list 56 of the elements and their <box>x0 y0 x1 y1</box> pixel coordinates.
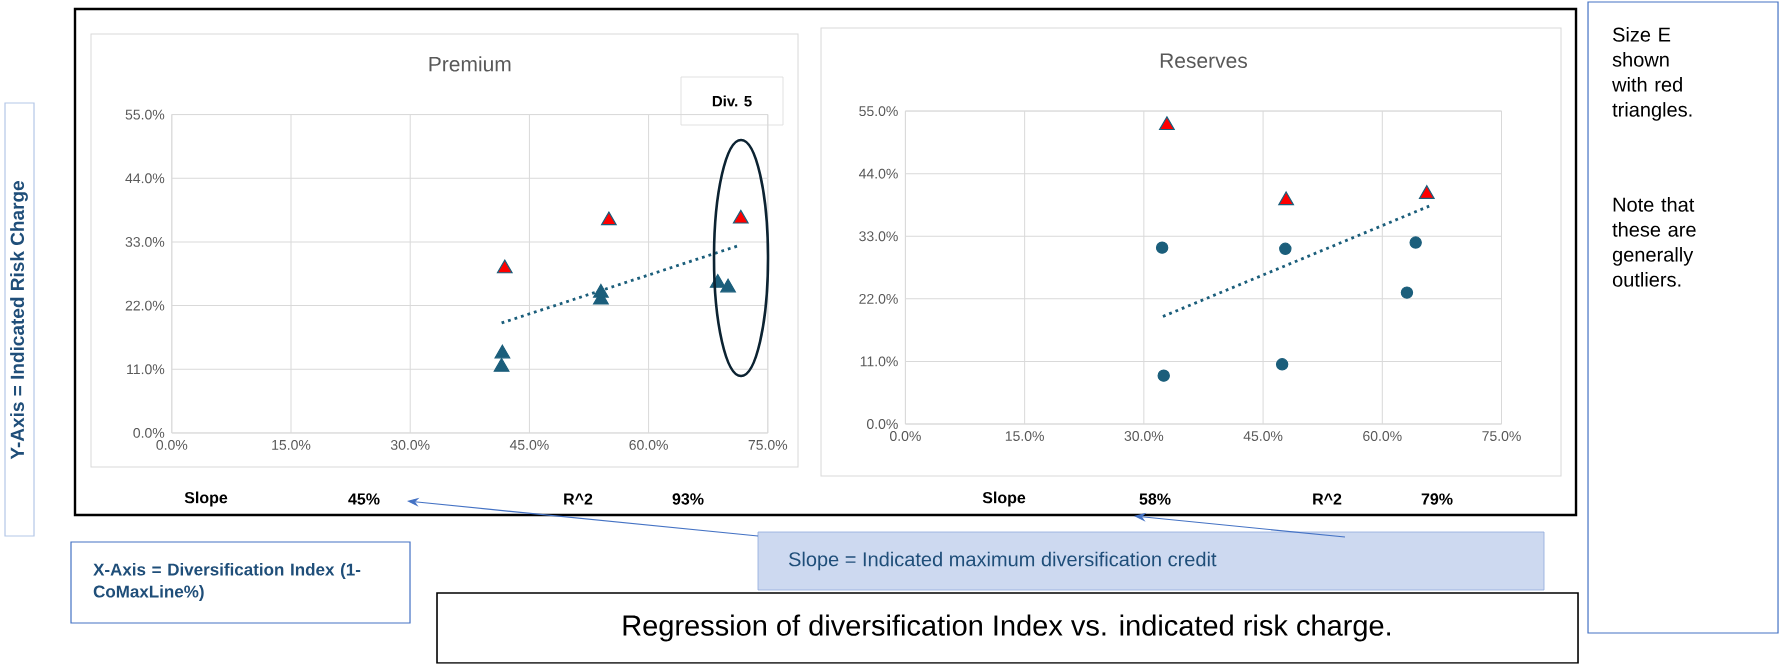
x-tick-label: 0.0% <box>156 440 188 450</box>
text: 79% <box>1421 493 1453 505</box>
x-tick-label: 75.0% <box>748 440 788 450</box>
point <box>1278 191 1294 206</box>
y-tick-label: 55.0% <box>125 109 165 120</box>
y-tick-label: 33.0% <box>125 237 165 247</box>
text: R^2 <box>564 493 593 505</box>
point <box>1279 242 1292 256</box>
y-tick-label: 55.0% <box>859 106 898 117</box>
y-tick-label: 22.0% <box>859 294 898 304</box>
y-tick-label: 33.0% <box>859 231 898 242</box>
x-tick-label: 45.0% <box>509 440 549 450</box>
point <box>494 344 511 359</box>
y-axis-title: Y-Axis = Indicated Risk Charge <box>10 181 28 460</box>
text: Slope <box>982 491 1026 507</box>
text: Div. 5 <box>712 95 752 107</box>
point <box>1157 369 1170 382</box>
x-tick-label: 15.0% <box>272 440 311 450</box>
point <box>1418 185 1435 200</box>
text: Size E shown with red triangles. <box>1612 27 1692 121</box>
point <box>1159 116 1175 131</box>
text: Regression of diversification Index vs. indicated risk charge. <box>623 614 1391 642</box>
text: 45% <box>348 493 380 505</box>
point <box>600 211 617 226</box>
point <box>732 209 749 224</box>
chart-title: Premium <box>429 56 511 72</box>
text: R^2 <box>1313 493 1342 505</box>
x-tick-label: 30.0% <box>1124 431 1164 442</box>
x-tick-label: 60.0% <box>629 440 668 450</box>
y-tick-label: 11.0% <box>127 364 165 375</box>
text: 58% <box>1139 493 1171 505</box>
text: Slope <box>184 491 228 507</box>
x-tick-label: 15.0% <box>1005 431 1044 442</box>
point <box>1155 241 1169 254</box>
point <box>1409 236 1422 249</box>
y-tick-label: 44.0% <box>858 168 898 179</box>
y-tick-label: 11.0% <box>860 356 898 367</box>
x-tick-label: 60.0% <box>1363 431 1402 442</box>
x-tick-label: 30.0% <box>390 440 430 450</box>
y-tick-label: 44.0% <box>125 173 165 184</box>
point <box>720 278 736 293</box>
x-tick-label: 75.0% <box>1482 431 1521 442</box>
point <box>1275 358 1289 371</box>
text: Note that these are generally outliers. <box>1612 197 1696 287</box>
x-axis-title: X-Axis = Diversification Index (1-CoMaxLine%) <box>93 563 361 602</box>
y-tick-label: 22.0% <box>125 300 165 311</box>
x-tick-label: 0.0% <box>889 431 921 442</box>
x-tick-label: 45.0% <box>1243 431 1283 442</box>
y-tick-label: 0.0% <box>866 419 898 430</box>
point <box>493 358 510 372</box>
text: 93% <box>672 493 704 505</box>
chart-title: Reserves <box>1160 53 1248 69</box>
text: Slope = Indicated maximum diversification credit <box>788 551 1217 571</box>
point <box>593 283 609 298</box>
point <box>1400 286 1414 299</box>
point <box>496 259 513 274</box>
